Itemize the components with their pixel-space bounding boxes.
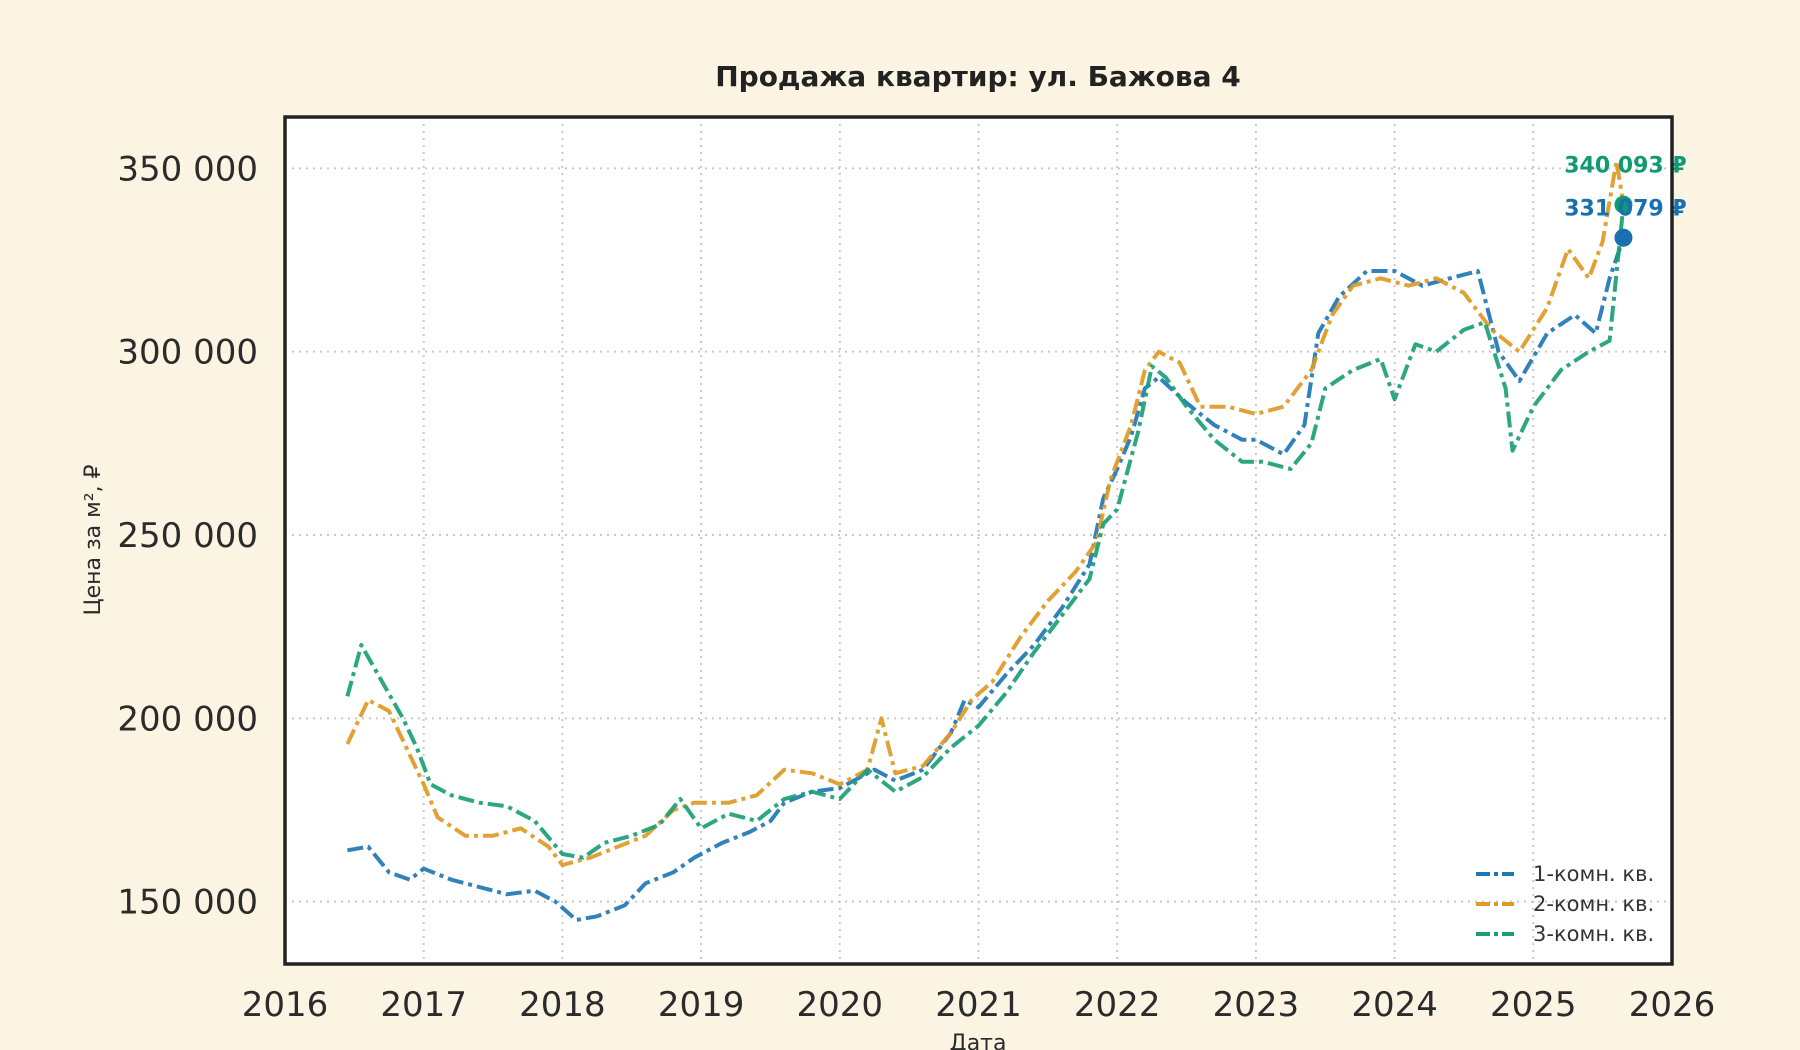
x-tick-label: 2018 xyxy=(519,985,606,1025)
x-tick-label: 2024 xyxy=(1351,985,1438,1025)
x-tick-label: 2025 xyxy=(1490,985,1577,1025)
plot-frame xyxy=(283,115,1674,966)
series-line-1 xyxy=(347,237,1626,922)
end-markers: 340 093 ₽ 331 079 ₽ xyxy=(1564,154,1687,247)
y-axis-ticks: 150 000 200 000 250 000 300 000 350 000 xyxy=(117,149,258,922)
x-tick-label: 2021 xyxy=(935,985,1022,1025)
series-layer xyxy=(345,159,1626,922)
grid xyxy=(285,117,1672,964)
x-tick-label: 2019 xyxy=(658,985,745,1025)
x-tick-label: 2020 xyxy=(797,985,884,1025)
y-tick-label: 150 000 xyxy=(117,883,258,923)
x-axis-ticks: 2016 2017 2018 2019 2020 2021 2022 2023 2024 2025… xyxy=(242,985,1716,1025)
chart-title: Продажа квартир: ул. Бажова 4 xyxy=(715,60,1241,93)
x-tick-label: 2017 xyxy=(380,985,467,1025)
series-line-3 xyxy=(345,204,1626,860)
end-value-label-2: 331 079 ₽ xyxy=(1564,197,1686,222)
y-tick-label: 350 000 xyxy=(117,149,258,189)
x-tick-label: 2026 xyxy=(1629,985,1716,1025)
legend-label-1: 1-комн. кв. xyxy=(1533,862,1654,886)
legend: 1-комн. кв. 2-комн. кв. 3-комн. кв. xyxy=(1476,862,1654,946)
x-tick-label: 2022 xyxy=(1074,985,1161,1025)
x-tick-label: 2023 xyxy=(1213,985,1300,1025)
legend-label-3: 3-комн. кв. xyxy=(1533,922,1654,946)
series-line-2 xyxy=(345,159,1626,867)
y-tick-label: 300 000 xyxy=(117,333,258,373)
y-tick-label: 200 000 xyxy=(117,699,258,739)
y-axis-label: Цена за м², ₽ xyxy=(81,464,106,615)
x-axis-label: Дата xyxy=(950,1031,1007,1050)
end-marker-1 xyxy=(1614,195,1633,214)
legend-label-2: 2-комн. кв. xyxy=(1533,892,1654,916)
y-tick-label: 250 000 xyxy=(117,516,258,556)
end-marker-2 xyxy=(1614,228,1633,247)
x-tick-label: 2016 xyxy=(242,985,329,1025)
end-value-label-1: 340 093 ₽ xyxy=(1564,154,1686,179)
